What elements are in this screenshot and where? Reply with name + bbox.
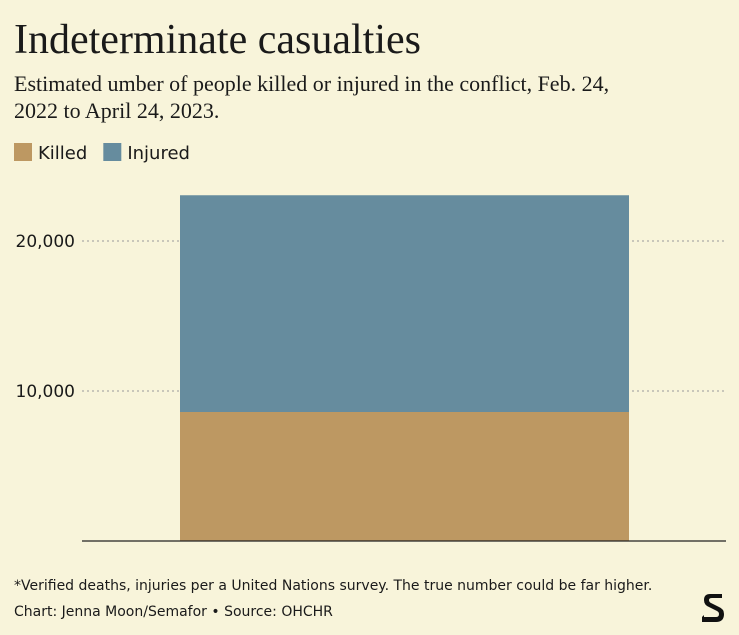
y-tick-label: 10,000	[16, 382, 75, 402]
credit: Chart: Jenna Moon/Semafor • Source: OHCH…	[14, 604, 333, 620]
subtitle-line: Estimated umber of people killed or inju…	[14, 71, 609, 96]
bars	[180, 195, 629, 541]
y-tick-label: 20,000	[16, 232, 75, 252]
legend-label: Killed	[38, 143, 87, 164]
legend-label: Injured	[127, 143, 190, 164]
chart-subtitle: Estimated umber of people killed or inju…	[14, 71, 615, 123]
legend-swatch	[14, 143, 32, 161]
chart-title: Indeterminate casualties	[14, 17, 421, 63]
bar-segment	[180, 195, 629, 412]
logo	[702, 594, 724, 622]
legend: Killed Injured	[14, 143, 190, 164]
subtitle-line: 2022 to April 24, 2023.	[14, 98, 219, 123]
footnote: *Verified deaths, injuries per a United …	[14, 578, 652, 594]
bar-segment	[180, 412, 629, 541]
legend-swatch	[103, 143, 122, 161]
